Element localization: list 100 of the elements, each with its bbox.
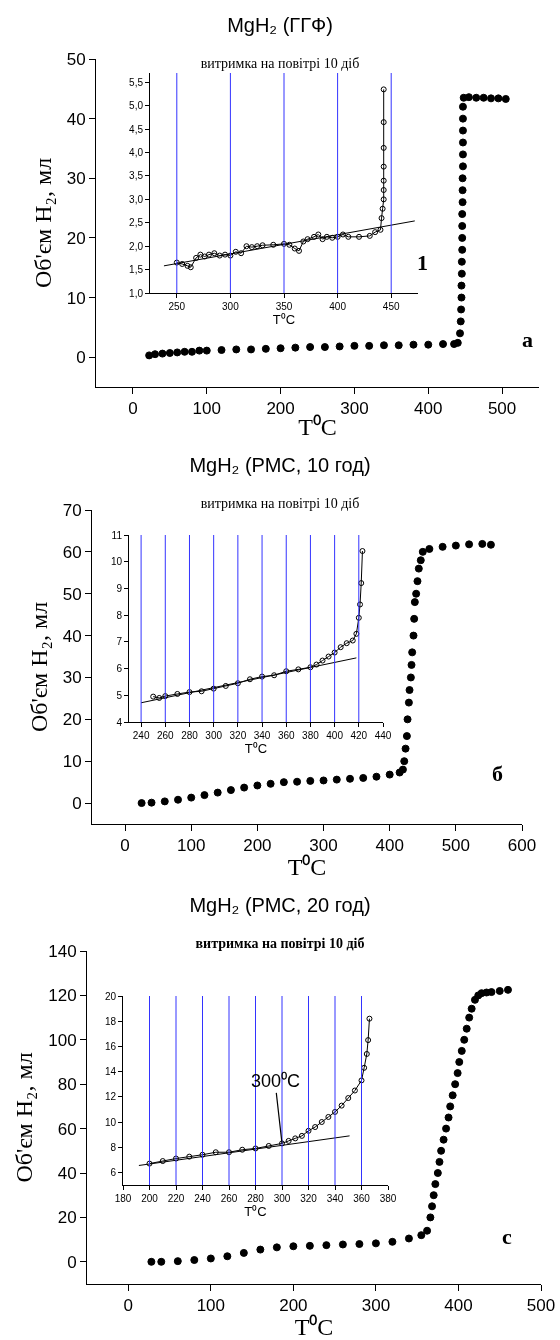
x-tick-label: 280 bbox=[247, 1193, 265, 1204]
y-tick-label: 20 bbox=[57, 1208, 77, 1228]
x-tick-label: 400 bbox=[444, 1296, 473, 1316]
x-tick-label: 360 bbox=[277, 730, 296, 741]
y-tick-label: 20 bbox=[104, 990, 117, 1002]
x-tick-label: 400 bbox=[375, 836, 404, 856]
x-tick-label: 500 bbox=[441, 836, 471, 856]
y-tick-label: 6 bbox=[110, 1166, 117, 1178]
y-tick-label: 40 bbox=[66, 109, 86, 129]
y-tick-label: 0 bbox=[72, 794, 82, 814]
y-tick-label: 0 bbox=[76, 348, 86, 368]
x-axis-title: T⁰C bbox=[272, 312, 296, 327]
y-tick-label: 9 bbox=[116, 582, 123, 594]
x-tick-label: 100 bbox=[192, 399, 221, 419]
x-tick-label: 300 bbox=[205, 730, 223, 741]
chart-title: MgH₂ (РМС, 10 год) bbox=[189, 454, 371, 476]
x-tick-label: 220 bbox=[167, 1193, 185, 1204]
y-tick-label: 18 bbox=[104, 1015, 117, 1027]
y-tick-label: 40 bbox=[57, 1163, 77, 1183]
y-tick-label: 4 bbox=[116, 716, 123, 728]
x-tick-label: 300 bbox=[340, 399, 369, 419]
x-tick-label: 500 bbox=[526, 1296, 556, 1316]
y-tick-label: 10 bbox=[110, 556, 123, 568]
y-tick-label: 16 bbox=[104, 1040, 117, 1052]
x-tick-label: 320 bbox=[229, 730, 247, 741]
y-tick-label: 6 bbox=[116, 663, 123, 675]
y-tick-label: 10 bbox=[66, 288, 86, 308]
y-tick-label: 20 bbox=[66, 228, 86, 248]
y-tick-label: 5,0 bbox=[129, 100, 144, 112]
chart-title: MgH₂ (РМС, 20 год) bbox=[189, 894, 371, 916]
annotation: а bbox=[522, 327, 533, 352]
x-tick-label: 260 bbox=[156, 730, 175, 741]
x-tick-label: 360 bbox=[353, 1193, 371, 1204]
y-tick-label: 11 bbox=[111, 529, 123, 541]
annotation: 1 bbox=[417, 250, 428, 275]
y-tick-label: 140 bbox=[48, 941, 77, 961]
x-tick-label: 100 bbox=[196, 1296, 226, 1316]
x-tick-label: 300 bbox=[222, 301, 240, 312]
x-tick-label: 240 bbox=[194, 1193, 212, 1204]
x-tick-label: 450 bbox=[382, 301, 400, 312]
y-tick-label: 14 bbox=[104, 1066, 117, 1078]
y-tick-label: 1,5 bbox=[129, 264, 144, 276]
x-axis-title: T⁰C bbox=[244, 1204, 267, 1219]
y-tick-label: 100 bbox=[48, 1030, 77, 1050]
x-tick-label: 200 bbox=[243, 836, 272, 856]
x-tick-label: 400 bbox=[326, 730, 344, 741]
x-tick-label: 340 bbox=[253, 730, 271, 741]
y-axis-title: Об'єм H₂, мл bbox=[11, 1052, 38, 1183]
x-tick-label: 200 bbox=[279, 1296, 308, 1316]
y-tick-label: 1,0 bbox=[129, 287, 144, 299]
y-tick-label: 8 bbox=[110, 1141, 117, 1153]
x-tick-label: 600 bbox=[507, 836, 537, 856]
x-tick-label: 300 bbox=[361, 1296, 391, 1316]
x-tick-label: 320 bbox=[300, 1193, 318, 1204]
y-axis-title: Об'єм H₂, мл bbox=[29, 157, 56, 289]
y-tick-label: 3,5 bbox=[129, 170, 144, 182]
y-tick-label: 8 bbox=[116, 609, 123, 621]
x-tick-label: 350 bbox=[275, 301, 293, 312]
x-tick-label: 300 bbox=[309, 836, 338, 856]
y-tick-label: 40 bbox=[62, 626, 82, 646]
y-tick-label: 10 bbox=[104, 1116, 117, 1128]
x-tick-label: 200 bbox=[141, 1193, 159, 1204]
y-tick-label: 5 bbox=[116, 689, 123, 701]
y-tick-label: 50 bbox=[66, 49, 86, 69]
x-tick-label: 380 bbox=[302, 730, 320, 741]
x-axis-title: T⁰C bbox=[298, 414, 337, 440]
x-tick-label: 300 bbox=[273, 1193, 291, 1204]
x-axis-title: T⁰C bbox=[287, 854, 327, 880]
y-tick-label: 2,0 bbox=[129, 240, 144, 252]
x-tick-label: 250 bbox=[168, 301, 186, 312]
x-tick-label: 380 bbox=[379, 1193, 397, 1204]
y-tick-label: 12 bbox=[104, 1091, 117, 1103]
y-tick-label: 80 bbox=[57, 1075, 77, 1095]
y-tick-label: 60 bbox=[57, 1119, 77, 1139]
x-tick-label: 440 bbox=[374, 730, 392, 741]
x-tick-label: 100 bbox=[177, 836, 206, 856]
x-tick-label: 400 bbox=[329, 301, 347, 312]
y-tick-label: 2,5 bbox=[129, 217, 144, 229]
y-tick-label: 0 bbox=[67, 1252, 77, 1272]
x-tick-label: 200 bbox=[266, 399, 295, 419]
y-tick-label: 50 bbox=[62, 584, 82, 604]
y-tick-label: 3,0 bbox=[129, 193, 144, 205]
y-tick-label: 4,5 bbox=[129, 123, 144, 135]
y-tick-label: 20 bbox=[62, 710, 82, 730]
x-tick-label: 260 bbox=[220, 1193, 238, 1204]
y-tick-label: 60 bbox=[62, 542, 82, 562]
x-tick-label: 500 bbox=[487, 399, 517, 419]
x-tick-label: 340 bbox=[326, 1193, 344, 1204]
y-tick-label: 5,5 bbox=[129, 76, 144, 88]
y-tick-label: 120 bbox=[48, 986, 77, 1006]
x-axis-title: T⁰C bbox=[244, 741, 268, 756]
x-tick-label: 280 bbox=[181, 730, 199, 741]
chart-subtitle: витримка на повітрі 10 діб bbox=[200, 496, 360, 512]
x-axis-title: T⁰C bbox=[294, 1314, 334, 1340]
annotation: б bbox=[492, 761, 503, 786]
x-tick-label: 400 bbox=[414, 399, 443, 419]
x-tick-label: 180 bbox=[114, 1193, 132, 1204]
x-tick-label: 240 bbox=[132, 730, 150, 741]
x-tick-label: 420 bbox=[350, 730, 368, 741]
y-tick-label: 30 bbox=[62, 668, 82, 688]
